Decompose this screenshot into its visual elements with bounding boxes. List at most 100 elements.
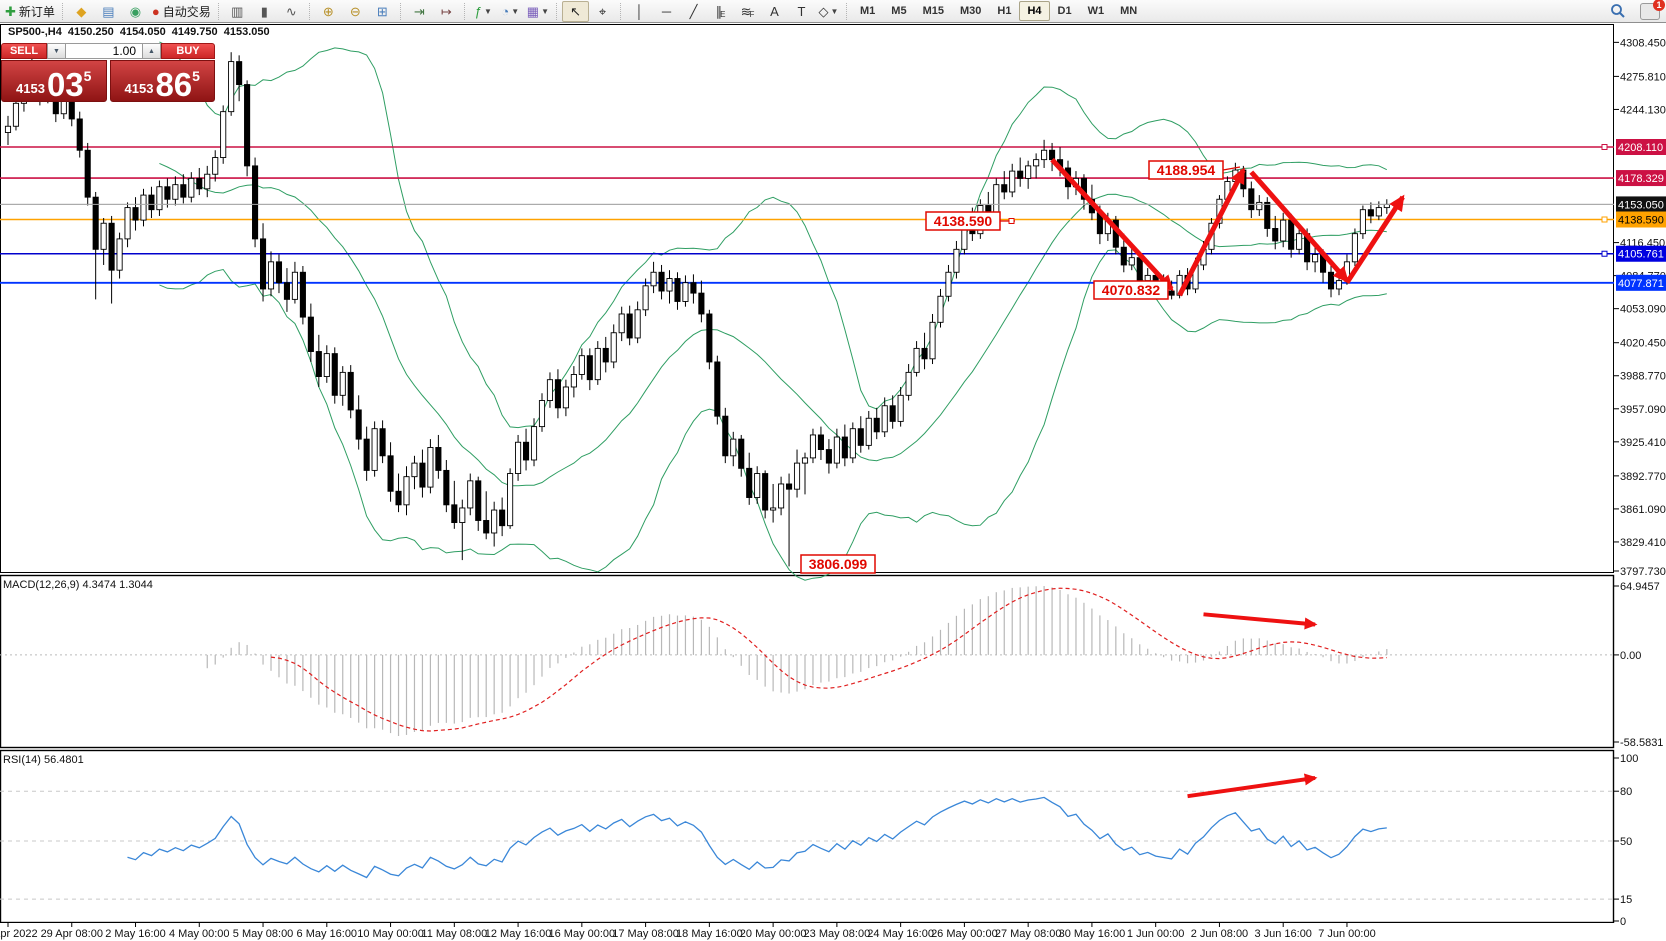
price-annotation-box[interactable] (800, 554, 876, 574)
candle (730, 438, 737, 457)
equidistant-channel-button[interactable]: ∥ E (707, 1, 734, 22)
candle (682, 282, 689, 302)
timeframe-w1-button[interactable]: W1 (1087, 5, 1105, 17)
rsi-trend-arrow[interactable] (1187, 773, 1318, 799)
timeframe-h1-button[interactable]: H1 (997, 5, 1012, 17)
trend-arrow[interactable] (1177, 167, 1246, 297)
timeframe-m30-button[interactable]: M30 (959, 5, 982, 17)
candle (244, 84, 251, 167)
candle (1296, 233, 1303, 250)
buy-button[interactable]: BUY (161, 43, 215, 59)
candle (1128, 257, 1135, 266)
candle (347, 371, 354, 411)
text-icon: A (770, 3, 779, 19)
line-anchor-handle[interactable] (1601, 216, 1608, 223)
chart-shift-button[interactable]: ↦ (433, 1, 460, 22)
periods-icon: ◔ (501, 3, 510, 19)
candle (793, 462, 801, 490)
candle (395, 490, 402, 506)
date-axis-label: 23 May 08:00 (804, 928, 871, 940)
candlestick-chart-button[interactable]: ▮ (251, 1, 278, 22)
price-annotation-box[interactable] (1148, 160, 1224, 180)
buy-price-pip: 5 (192, 68, 200, 84)
indicators-button[interactable]: ƒ ▼ (470, 1, 497, 22)
vertical-line-button[interactable]: │ (626, 1, 653, 22)
price-annotation-box[interactable] (1093, 280, 1169, 300)
zoom-out-button[interactable]: ⊖ (342, 1, 369, 22)
candle (778, 483, 785, 509)
horizontal-line-button[interactable]: ─ (653, 1, 680, 22)
macd-axis-tick: -58.5831 (1620, 737, 1663, 749)
chart-canvas[interactable]: 4188.954 4138.590 4070.832 3806.099 4308.450… (0, 23, 1666, 941)
timeframe-mn-button[interactable]: MN (1120, 5, 1138, 17)
rsi-axis-tick: 0 (1620, 916, 1626, 928)
buy-price-button[interactable]: 4153 86 5 (109, 60, 215, 102)
arrows-button[interactable]: ◇ ▼ (815, 1, 842, 22)
bar-chart-button[interactable]: ▥ (224, 1, 251, 22)
periods-button[interactable]: ◔ ▼ (497, 1, 524, 22)
candle (833, 436, 840, 464)
toolbar-separator (556, 2, 558, 20)
profiles-button[interactable]: ▤ (95, 1, 122, 22)
search-icon[interactable] (1610, 3, 1626, 19)
candle (267, 261, 275, 290)
candle (538, 400, 546, 428)
price-axis-badge (1616, 170, 1666, 187)
price-axis-tick: 4275.810 (1620, 71, 1666, 83)
cursor-button[interactable]: ↖ (562, 0, 590, 22)
date-axis-label: 1 Jun 00:00 (1127, 928, 1185, 940)
rsi-axis-tick: 100 (1620, 753, 1638, 765)
volume-decrease-button[interactable]: ▼ (47, 43, 66, 59)
fibonacci-button[interactable]: ≋ F (734, 1, 761, 22)
notifications-button[interactable]: 1 (1640, 0, 1665, 20)
candle (706, 313, 713, 363)
volume-increase-button[interactable]: ▲ (142, 43, 161, 59)
signals-button[interactable]: ◉ (122, 1, 149, 22)
candle (1351, 233, 1358, 263)
candle (578, 355, 585, 375)
timeframe-h4-button[interactable]: H4 (1019, 1, 1050, 21)
macd-trend-arrow[interactable] (1203, 612, 1318, 630)
timeframe-d1-button[interactable]: D1 (1057, 5, 1072, 17)
price-annotation-label: 4070.832 (1102, 282, 1161, 298)
timeframe-m15-button[interactable]: M15 (922, 5, 944, 17)
rsi-line (127, 796, 1387, 879)
price-axis-tick: 4244.130 (1620, 104, 1666, 116)
trendline-button[interactable]: ╱ (680, 1, 707, 22)
new-order-button[interactable]: ✚ 新订单 (2, 1, 58, 22)
auto-trading-button[interactable]: ● 自动交易 (149, 1, 214, 22)
volume-input[interactable]: 1.00 (66, 43, 142, 59)
crosshair-button[interactable]: ⌖ (589, 1, 616, 22)
chart-high: 4154.050 (119, 26, 166, 38)
templates-button[interactable]: ▦ ▼ (524, 1, 552, 22)
trend-arrow[interactable] (1050, 157, 1174, 292)
candle (411, 462, 418, 478)
sell-price-button[interactable]: 4153 03 5 (1, 60, 107, 102)
text-button[interactable]: A (761, 1, 788, 22)
market-watch-icon: ◆ (76, 3, 87, 19)
auto-trading-button-label: 自动交易 (162, 4, 211, 19)
auto-scroll-button[interactable]: ⇥ (406, 1, 433, 22)
candle (913, 347, 920, 373)
line-anchor-handle[interactable] (1601, 144, 1608, 150)
candle (530, 426, 538, 461)
timeframe-m5-button[interactable]: M5 (891, 5, 907, 17)
tile-windows-button[interactable]: ⊞ (369, 1, 396, 22)
text-label-button[interactable]: T (788, 1, 815, 22)
trend-arrow[interactable] (1344, 194, 1405, 285)
trend-arrow[interactable] (1249, 170, 1349, 283)
candle (427, 447, 434, 488)
line-anchor-handle[interactable] (1601, 250, 1608, 257)
candle (1248, 188, 1255, 211)
zoom-in-button[interactable]: ⊕ (315, 1, 342, 22)
timeframe-m1-button[interactable]: M1 (860, 5, 876, 17)
candle (1375, 207, 1382, 217)
line-chart-button[interactable]: ∿ (278, 1, 305, 22)
market-watch-button[interactable]: ◆ (68, 1, 95, 22)
new-order-icon: ✚ (5, 3, 16, 19)
sell-button[interactable]: SELL (1, 43, 47, 59)
price-axis-tick: 3861.090 (1620, 504, 1666, 516)
candle (786, 483, 793, 490)
candle (124, 207, 131, 240)
price-annotation-box[interactable] (925, 211, 1001, 231)
